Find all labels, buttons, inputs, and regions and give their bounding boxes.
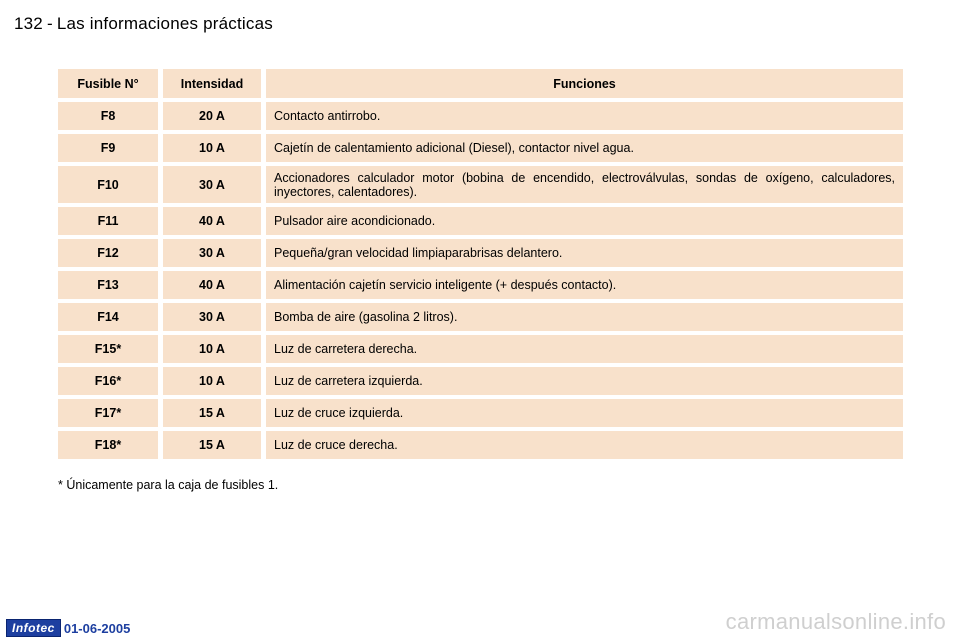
header-separator: -: [46, 14, 53, 33]
publication-date: 01-06-2005: [63, 620, 131, 636]
table-row: F11 40 A Pulsador aire acondicionado.: [58, 207, 903, 235]
fuse-number: F8: [58, 102, 158, 130]
footnote: * Únicamente para la caja de fusibles 1.: [58, 478, 279, 492]
fuse-amperage: 30 A: [163, 239, 261, 267]
watermark: carmanualsonline.info: [725, 609, 946, 634]
table-row: F14 30 A Bomba de aire (gasolina 2 litro…: [58, 303, 903, 331]
table-row: F16* 10 A Luz de carretera izquierda.: [58, 367, 903, 395]
table-row: F12 30 A Pequeña/gran velocidad limpiapa…: [58, 239, 903, 267]
table-row: F15* 10 A Luz de carretera derecha.: [58, 335, 903, 363]
fuse-amperage: 15 A: [163, 399, 261, 427]
fuse-amperage: 10 A: [163, 335, 261, 363]
fuse-function: Alimentación cajetín servicio inteligent…: [266, 271, 903, 299]
fuse-amperage: 40 A: [163, 271, 261, 299]
table-row: F17* 15 A Luz de cruce izquierda.: [58, 399, 903, 427]
fuse-function: Luz de carretera derecha.: [266, 335, 903, 363]
fuse-function: Luz de carretera izquierda.: [266, 367, 903, 395]
fuse-amperage: 40 A: [163, 207, 261, 235]
fuse-number: F10: [58, 166, 158, 203]
fuse-function: Cajetín de calentamiento adicional (Dies…: [266, 134, 903, 162]
fuse-function: Pequeña/gran velocidad limpiaparabrisas …: [266, 239, 903, 267]
fuse-amperage: 20 A: [163, 102, 261, 130]
table-row: F10 30 A Accionadores calculador motor (…: [58, 166, 903, 203]
column-header-intensity: Intensidad: [163, 69, 261, 98]
fuse-amperage: 30 A: [163, 303, 261, 331]
brand-footer: Infotec 01-06-2005: [6, 619, 130, 637]
fuse-number: F17*: [58, 399, 158, 427]
fuse-function: Luz de cruce izquierda.: [266, 399, 903, 427]
fuse-amperage: 10 A: [163, 367, 261, 395]
fuse-function: Accionadores calculador motor (bobina de…: [266, 166, 903, 203]
column-header-functions: Funciones: [266, 69, 903, 98]
fuse-number: F14: [58, 303, 158, 331]
fuse-amperage: 30 A: [163, 166, 261, 203]
fuse-function: Luz de cruce derecha.: [266, 431, 903, 459]
table-row: F13 40 A Alimentación cajetín servicio i…: [58, 271, 903, 299]
fuse-number: F9: [58, 134, 158, 162]
table-row: F8 20 A Contacto antirrobo.: [58, 102, 903, 130]
fuse-number: F12: [58, 239, 158, 267]
fuse-amperage: 15 A: [163, 431, 261, 459]
fuse-function: Pulsador aire acondicionado.: [266, 207, 903, 235]
column-header-fuse: Fusible N°: [58, 69, 158, 98]
fuse-amperage: 10 A: [163, 134, 261, 162]
fuse-function: Bomba de aire (gasolina 2 litros).: [266, 303, 903, 331]
fuse-number: F13: [58, 271, 158, 299]
fuse-number: F15*: [58, 335, 158, 363]
fuse-table: Fusible N° Intensidad Funciones F8 20 A …: [58, 69, 903, 463]
page-header: 132- Las informaciones prácticas: [14, 14, 273, 34]
table-header-row: Fusible N° Intensidad Funciones: [58, 69, 903, 98]
table-row: F18* 15 A Luz de cruce derecha.: [58, 431, 903, 459]
infotec-logo: Infotec: [6, 619, 61, 637]
page-number: 132: [14, 14, 43, 33]
page-title: Las informaciones prácticas: [56, 14, 273, 33]
fuse-number: F18*: [58, 431, 158, 459]
fuse-number: F11: [58, 207, 158, 235]
table-row: F9 10 A Cajetín de calentamiento adicion…: [58, 134, 903, 162]
fuse-function: Contacto antirrobo.: [266, 102, 903, 130]
fuse-number: F16*: [58, 367, 158, 395]
